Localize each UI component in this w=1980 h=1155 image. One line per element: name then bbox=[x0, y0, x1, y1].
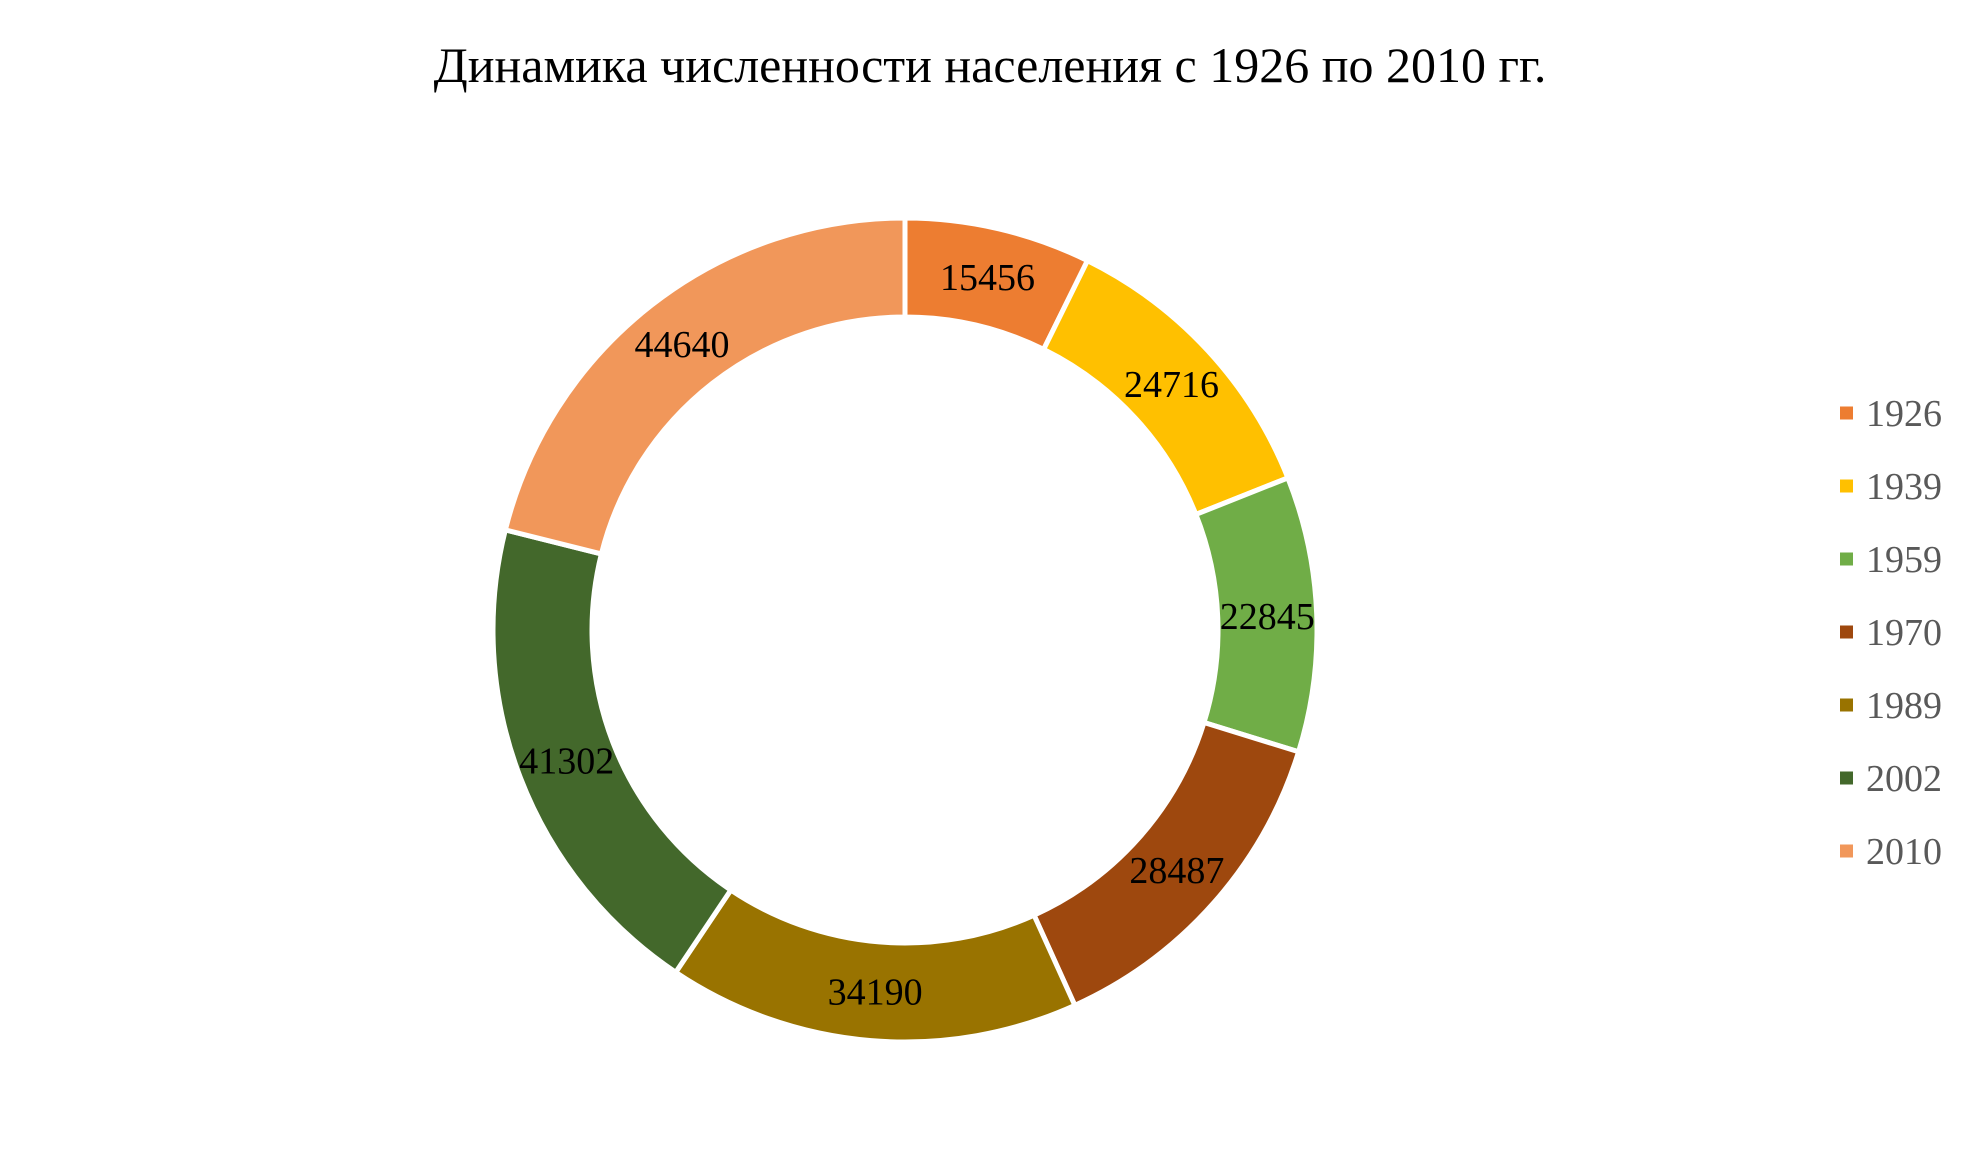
legend-label-1926: 1926 bbox=[1866, 393, 1942, 435]
legend-item-2010: 2010 bbox=[1840, 831, 1942, 873]
legend-label-1989: 1989 bbox=[1866, 685, 1942, 727]
data-label-1939: 24716 bbox=[1124, 364, 1219, 406]
legend-swatch-1970 bbox=[1840, 625, 1853, 639]
legend-item-1939: 1939 bbox=[1840, 466, 1942, 508]
legend-item-1970: 1970 bbox=[1840, 612, 1942, 654]
doughnut-slices bbox=[490, 215, 1320, 1045]
data-labels: 15456 24716 22845 28487 34190 41302 44640 bbox=[519, 257, 1315, 1013]
data-label-2002: 41302 bbox=[519, 740, 614, 782]
legend-label-1939: 1939 bbox=[1866, 466, 1942, 508]
data-label-1926: 15456 bbox=[940, 257, 1035, 299]
data-label-1989: 34190 bbox=[828, 971, 923, 1013]
legend-item-1926: 1926 bbox=[1840, 393, 1942, 435]
legend: 1926 1939 1959 1970 1989 2002 2010 bbox=[1840, 393, 1942, 873]
legend-label-1970: 1970 bbox=[1866, 612, 1942, 654]
slice-1989 bbox=[672, 886, 1079, 1045]
legend-swatch-1926 bbox=[1840, 406, 1853, 420]
legend-label-2002: 2002 bbox=[1866, 758, 1942, 800]
legend-swatch-1939 bbox=[1840, 479, 1853, 493]
legend-swatch-1959 bbox=[1840, 552, 1853, 566]
legend-item-1989: 1989 bbox=[1840, 685, 1942, 727]
legend-swatch-2002 bbox=[1840, 771, 1853, 785]
data-label-2010: 44640 bbox=[634, 324, 729, 366]
legend-swatch-1989 bbox=[1840, 698, 1853, 712]
legend-label-2010: 2010 bbox=[1866, 831, 1942, 873]
legend-label-1959: 1959 bbox=[1866, 539, 1942, 581]
data-label-1959: 22845 bbox=[1220, 596, 1315, 638]
legend-item-1959: 1959 bbox=[1840, 539, 1942, 581]
legend-item-2002: 2002 bbox=[1840, 758, 1942, 800]
slice-2010 bbox=[502, 215, 908, 557]
chart-title: Динамика численности населения с 1926 по… bbox=[434, 37, 1547, 93]
legend-swatch-2010 bbox=[1840, 844, 1853, 858]
data-label-1970: 28487 bbox=[1129, 850, 1224, 892]
